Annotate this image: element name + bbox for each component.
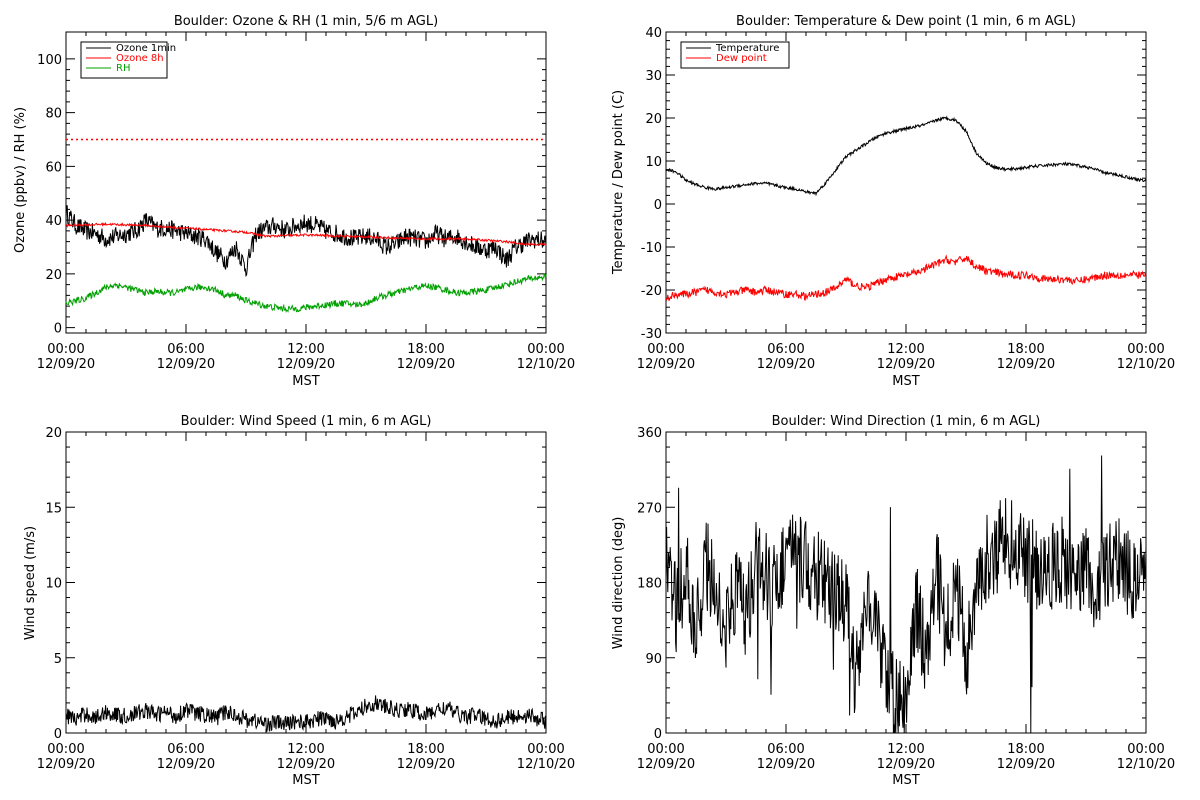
x-tick-date-wind-speed: 12/09/20	[277, 757, 335, 772]
y-tick-label-wind-direction: 270	[637, 501, 662, 516]
y-tick-label-wind-direction: 180	[637, 577, 662, 592]
x-tick-time-ozone: 00:00	[527, 342, 564, 357]
x-tick-date-wind-speed: 12/10/20	[517, 757, 575, 772]
y-tick-label-wind-speed: 5	[54, 652, 62, 667]
x-tick-date-wind-speed: 12/09/20	[37, 757, 95, 772]
y-tick-label-temperature: 20	[645, 112, 662, 127]
x-tick-time-wind-speed: 06:00	[167, 742, 204, 757]
x-tick-time-wind-speed: 00:00	[47, 742, 84, 757]
y-tick-label-wind-direction: 90	[645, 652, 662, 667]
x-tick-date-ozone: 12/09/20	[37, 357, 95, 372]
x-tick-date-wind-direction: 12/09/20	[997, 757, 1055, 772]
y-tick-label-ozone: 0	[54, 322, 62, 337]
x-tick-time-wind-direction: 12:00	[887, 742, 924, 757]
plot-frame-temperature	[665, 31, 1147, 334]
x-tick-time-temperature: 18:00	[1007, 342, 1044, 357]
y-tick-label-wind-direction: 0	[654, 727, 662, 742]
xlabel-temperature: MST	[892, 374, 919, 389]
legend-box-ozone	[80, 41, 168, 79]
y-tick-label-wind-speed: 20	[45, 426, 62, 441]
x-tick-date-ozone: 12/10/20	[517, 357, 575, 372]
y-tick-label-temperature: -10	[641, 241, 662, 256]
x-tick-date-wind-direction: 12/09/20	[877, 757, 935, 772]
y-tick-label-ozone: 40	[45, 214, 62, 229]
series-line-temperature-1	[665, 254, 1147, 302]
x-tick-date-ozone: 12/09/20	[397, 357, 455, 372]
x-tick-time-wind-direction: 00:00	[647, 742, 684, 757]
y-tick-label-ozone: 60	[45, 160, 62, 175]
xlabel-ozone: MST	[292, 374, 319, 389]
x-tick-time-ozone: 12:00	[287, 342, 324, 357]
y-tick-label-ozone: 100	[37, 53, 62, 68]
x-tick-date-temperature: 12/10/20	[1117, 357, 1175, 372]
series-line-ozone-2	[65, 273, 547, 314]
x-tick-time-temperature: 00:00	[647, 342, 684, 357]
legend-box-temperature	[680, 41, 790, 69]
y-tick-label-temperature: 10	[645, 155, 662, 170]
x-tick-date-temperature: 12/09/20	[757, 357, 815, 372]
y-tick-label-ozone: 20	[45, 268, 62, 283]
x-tick-date-wind-direction: 12/09/20	[757, 757, 815, 772]
x-tick-date-wind-direction: 12/09/20	[637, 757, 695, 772]
x-tick-time-wind-speed: 00:00	[527, 742, 564, 757]
x-tick-time-temperature: 12:00	[887, 342, 924, 357]
y-tick-label-wind-speed: 15	[45, 501, 62, 516]
x-tick-time-wind-direction: 06:00	[767, 742, 804, 757]
chart-title-wind-direction: Boulder: Wind Direction (1 min, 6 m AGL)	[772, 414, 1041, 429]
series-line-ozone-1	[66, 221, 547, 247]
x-tick-time-wind-speed: 18:00	[407, 742, 444, 757]
series-line-temperature-0	[665, 115, 1147, 197]
x-tick-date-temperature: 12/09/20	[637, 357, 695, 372]
series-line-wind-direction-0	[665, 455, 1147, 734]
x-tick-time-wind-direction: 00:00	[1127, 742, 1164, 757]
legend-label-temperature: Dew point	[716, 53, 767, 64]
xlabel-wind-speed: MST	[292, 773, 319, 788]
chart-title-temperature: Boulder: Temperature & Dew point (1 min,…	[736, 14, 1076, 29]
xlabel-wind-direction: MST	[892, 773, 919, 788]
y-tick-label-temperature: -20	[641, 284, 662, 299]
x-tick-date-temperature: 12/09/20	[877, 357, 935, 372]
legend-label-ozone: RH	[116, 63, 130, 74]
y-tick-label-wind-speed: 0	[54, 727, 62, 742]
x-tick-time-temperature: 06:00	[767, 342, 804, 357]
y-tick-label-temperature: 30	[645, 69, 662, 84]
x-tick-time-ozone: 18:00	[407, 342, 444, 357]
chart-title-ozone: Boulder: Ozone & RH (1 min, 5/6 m AGL)	[174, 14, 438, 29]
x-tick-date-wind-speed: 12/09/20	[397, 757, 455, 772]
legend-label-ozone: Ozone 8h	[116, 53, 164, 64]
y-tick-label-temperature: -30	[641, 327, 662, 342]
x-tick-date-ozone: 12/09/20	[157, 357, 215, 372]
y-tick-label-wind-speed: 10	[45, 577, 62, 592]
plot-frame-wind-speed	[65, 431, 547, 734]
series-line-ozone-0	[65, 205, 547, 278]
legend-label-ozone: Ozone 1min	[116, 43, 176, 54]
x-tick-date-temperature: 12/09/20	[997, 357, 1055, 372]
y-tick-label-wind-direction: 360	[637, 426, 662, 441]
ylabel-ozone: Ozone (ppbv) / RH (%)	[13, 107, 28, 253]
legend-label-temperature: Temperature	[715, 43, 779, 54]
ylabel-wind-speed: Wind speed (m/s)	[23, 526, 38, 640]
x-tick-time-wind-direction: 18:00	[1007, 742, 1044, 757]
ylabel-wind-direction: Wind direction (deg)	[611, 517, 626, 650]
ylabel-temperature: Temperature / Dew point (C)	[611, 90, 626, 275]
x-tick-time-wind-speed: 12:00	[287, 742, 324, 757]
x-tick-time-temperature: 00:00	[1127, 342, 1164, 357]
y-tick-label-ozone: 80	[45, 107, 62, 122]
chart-title-wind-speed: Boulder: Wind Speed (1 min, 6 m AGL)	[181, 414, 432, 429]
x-tick-date-wind-speed: 12/09/20	[157, 757, 215, 772]
y-tick-label-temperature: 0	[654, 198, 662, 213]
series-line-wind-speed-0	[65, 695, 547, 733]
x-tick-date-ozone: 12/09/20	[277, 357, 335, 372]
x-tick-time-ozone: 00:00	[47, 342, 84, 357]
x-tick-date-wind-direction: 12/10/20	[1117, 757, 1175, 772]
y-tick-label-temperature: 40	[645, 26, 662, 41]
x-tick-time-ozone: 06:00	[167, 342, 204, 357]
